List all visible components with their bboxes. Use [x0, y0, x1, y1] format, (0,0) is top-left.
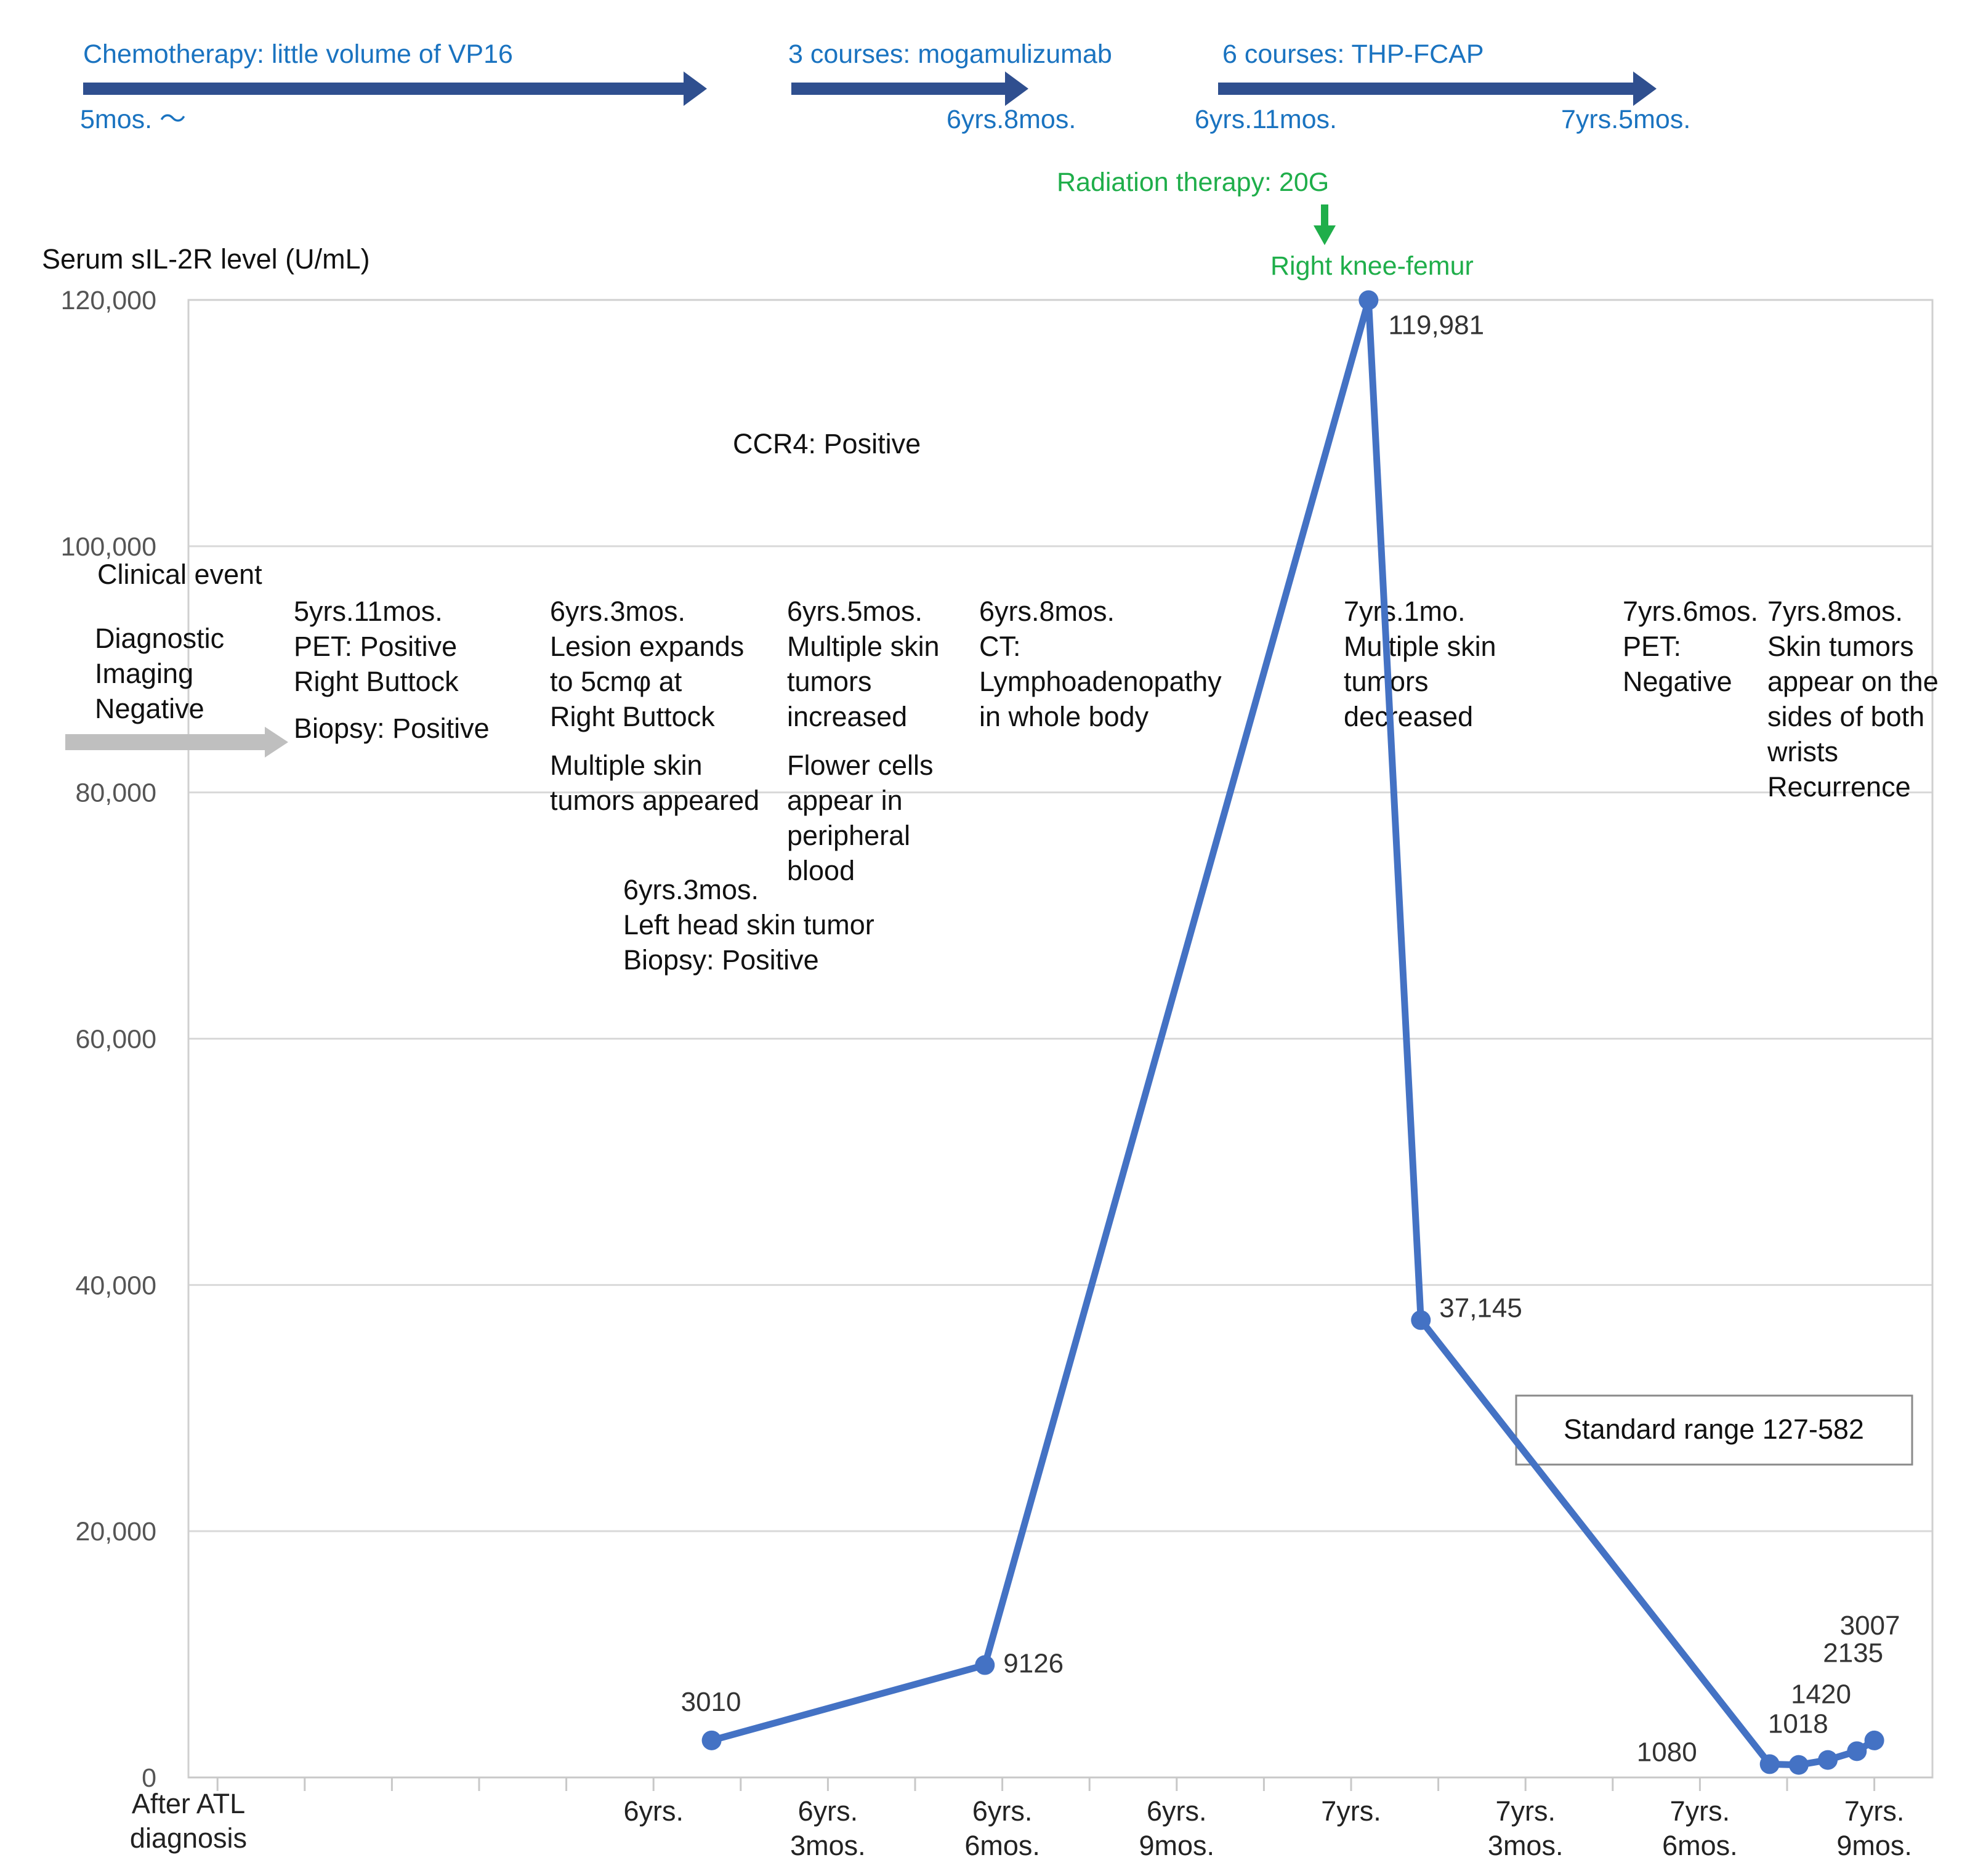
x-tick-label: 7yrs. 9mos.	[1836, 1795, 1912, 1861]
treatment-2-time: 6yrs.8mos.	[947, 105, 1076, 134]
clinical-event-text: 7yrs.6mos. PET: Negative	[1623, 596, 1758, 697]
x-tick-label: 6yrs. 6mos.	[964, 1795, 1040, 1861]
data-label: 1420	[1791, 1680, 1851, 1710]
radiation-arrow-head	[1314, 225, 1336, 245]
data-label: 2135	[1823, 1638, 1883, 1668]
clinical-event-text: Biopsy: Positive	[294, 713, 490, 744]
y-tick-label: 0	[142, 1763, 156, 1793]
y-tick-label: 20,000	[75, 1517, 156, 1546]
treatment-2-arrow-shaft	[791, 83, 1010, 95]
treatment-3-arrow-shaft	[1218, 83, 1638, 95]
y-tick-label: 60,000	[75, 1025, 156, 1054]
y-tick-label: 100,000	[61, 532, 156, 562]
y-axis-title: Serum sIL-2R level (U/mL)	[42, 243, 370, 275]
treatment-3-arrow-head	[1633, 71, 1657, 106]
clinical-event-title: Clinical event	[97, 559, 262, 590]
treatment-2-arrow-head	[1005, 71, 1028, 106]
radiation-annotation: Radiation therapy: 20G Right knee-femur	[1057, 168, 1474, 281]
radiation-arrow-shaft	[1321, 204, 1328, 227]
data-point	[1847, 1741, 1867, 1761]
treatment-3-label: 6 courses: THP-FCAP	[1222, 39, 1484, 69]
y-tick-label: 40,000	[75, 1271, 156, 1300]
data-label: 3007	[1840, 1611, 1900, 1641]
data-label: 1018	[1768, 1709, 1828, 1739]
clinical-event-text: 6yrs.3mos. Lesion expands to 5cmφ at Right …	[550, 596, 744, 732]
standard-range-box: Standard range 127-582	[1515, 1394, 1913, 1466]
treatment-2-label: 3 courses: mogamulizumab	[788, 39, 1112, 69]
clinical-event-text: 7yrs.8mos. Skin tumors appear on the sides …	[1767, 596, 1939, 803]
x-tick-label: 7yrs.	[1321, 1795, 1381, 1827]
clinical-event-text: 6yrs.8mos. CT: Lymphoadenopathy in whole bo…	[979, 596, 1222, 732]
clinical-event-text: 6yrs.5mos. Multiple skin tumors increased	[787, 596, 940, 732]
clinical-event-text: Multiple skin tumors appeared	[550, 750, 759, 816]
radiation-site: Right knee-femur	[1270, 251, 1474, 281]
clinical-events: Clinical event CCR4: Positive 5yrs.11mos…	[65, 428, 1939, 976]
data-point	[1864, 1730, 1884, 1750]
radiation-label: Radiation therapy: 20G	[1057, 168, 1329, 197]
treatment-3-start: 6yrs.11mos.	[1195, 105, 1337, 134]
imaging-arrow-head	[265, 727, 288, 758]
clinical-event-text: Flower cells appear in peripheral blood	[787, 750, 934, 886]
standard-range-frame	[1515, 1394, 1913, 1466]
treatment-1-arrow-shaft	[83, 83, 690, 95]
treatment-3-end: 7yrs.5mos.	[1561, 105, 1690, 134]
x-axis: 6yrs. 6yrs. 3mos. 6yrs. 6mos. 6yrs. 9mos. 7yrs.…	[130, 1776, 1932, 1861]
treatment-1-arrow-head	[684, 71, 707, 106]
data-point	[1411, 1310, 1431, 1330]
data-point	[975, 1655, 995, 1675]
x-tick-label: 7yrs. 3mos.	[1488, 1795, 1564, 1861]
x-tick-label: 6yrs. 3mos.	[790, 1795, 866, 1861]
treatment-1-time: 5mos. ～	[80, 105, 186, 134]
ccr4-label: CCR4: Positive	[733, 428, 921, 459]
standard-range-label: Standard range 127-582	[1564, 1413, 1864, 1445]
data-point	[1788, 1755, 1809, 1775]
imaging-arrow-shaft	[65, 734, 268, 750]
data-label: 9126	[1003, 1649, 1064, 1679]
treatment-bars: Chemotherapy: little volume of VP16 5mos…	[80, 39, 1690, 134]
y-tick-label: 120,000	[61, 286, 156, 315]
x-tick-label: 6yrs. 9mos.	[1139, 1795, 1215, 1861]
clinical-event-text: 5yrs.11mos. PET: Positive Right Buttock	[294, 596, 459, 697]
data-label: 3010	[681, 1687, 741, 1717]
x-tick-label: 7yrs. 6mos.	[1662, 1795, 1738, 1861]
data-label: 1080	[1637, 1737, 1697, 1767]
x-tick-label: 6yrs.	[623, 1795, 684, 1827]
data-label: 119,981	[1388, 310, 1484, 340]
data-point	[1818, 1750, 1838, 1770]
gridlines	[188, 545, 1932, 1532]
clinical-event-text: 6yrs.3mos. Left head skin tumor Biopsy: Po…	[623, 874, 874, 976]
series-line	[708, 296, 1878, 1769]
treatment-1-label: Chemotherapy: little volume of VP16	[83, 39, 513, 69]
diagnostic-imaging-text: Diagnostic Imaging Negative	[95, 623, 224, 724]
y-axis: 0 20,000 40,000 60,000 80,000 100,000 120,000	[61, 286, 156, 1793]
x-axis-title: After ATL diagnosis	[130, 1788, 247, 1854]
data-point	[1759, 1754, 1780, 1774]
y-tick-label: 80,000	[75, 778, 156, 808]
data-point	[701, 1730, 722, 1750]
clinical-event-text: 7yrs.1mo. Multiple skin tumors decreased	[1344, 596, 1496, 732]
data-label: 37,145	[1439, 1293, 1522, 1323]
data-point	[1358, 290, 1379, 310]
